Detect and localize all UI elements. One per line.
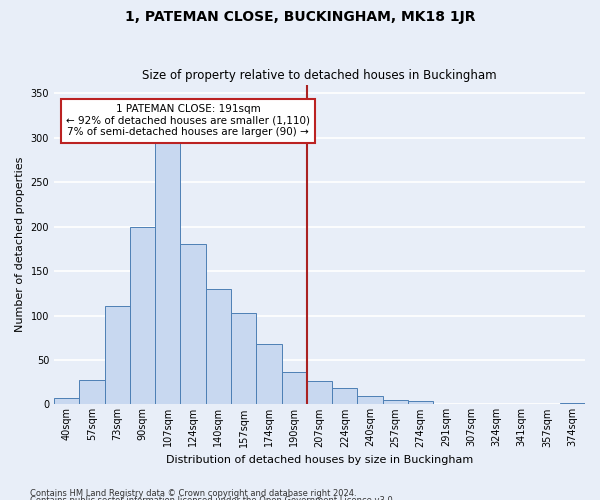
Bar [206,289,231,405]
X-axis label: Distribution of detached houses by size in Buckingham: Distribution of detached houses by size … [166,455,473,465]
Bar [155,142,181,404]
Bar [79,380,104,404]
Bar [358,396,383,404]
Bar [181,244,206,404]
Bar [104,306,130,404]
Bar [560,402,585,404]
Bar [307,382,332,404]
Bar [54,398,79,404]
Bar [383,400,408,404]
Bar [408,401,433,404]
Text: 1 PATEMAN CLOSE: 191sqm
← 92% of detached houses are smaller (1,110)
7% of semi-: 1 PATEMAN CLOSE: 191sqm ← 92% of detache… [66,104,310,138]
Text: 1, PATEMAN CLOSE, BUCKINGHAM, MK18 1JR: 1, PATEMAN CLOSE, BUCKINGHAM, MK18 1JR [125,10,475,24]
Bar [231,313,256,404]
Bar [130,226,155,404]
Text: Contains public sector information licensed under the Open Government Licence v3: Contains public sector information licen… [30,496,395,500]
Title: Size of property relative to detached houses in Buckingham: Size of property relative to detached ho… [142,69,497,82]
Bar [256,344,281,405]
Y-axis label: Number of detached properties: Number of detached properties [15,157,25,332]
Bar [281,372,307,404]
Bar [332,388,358,404]
Text: Contains HM Land Registry data © Crown copyright and database right 2024.: Contains HM Land Registry data © Crown c… [30,488,356,498]
